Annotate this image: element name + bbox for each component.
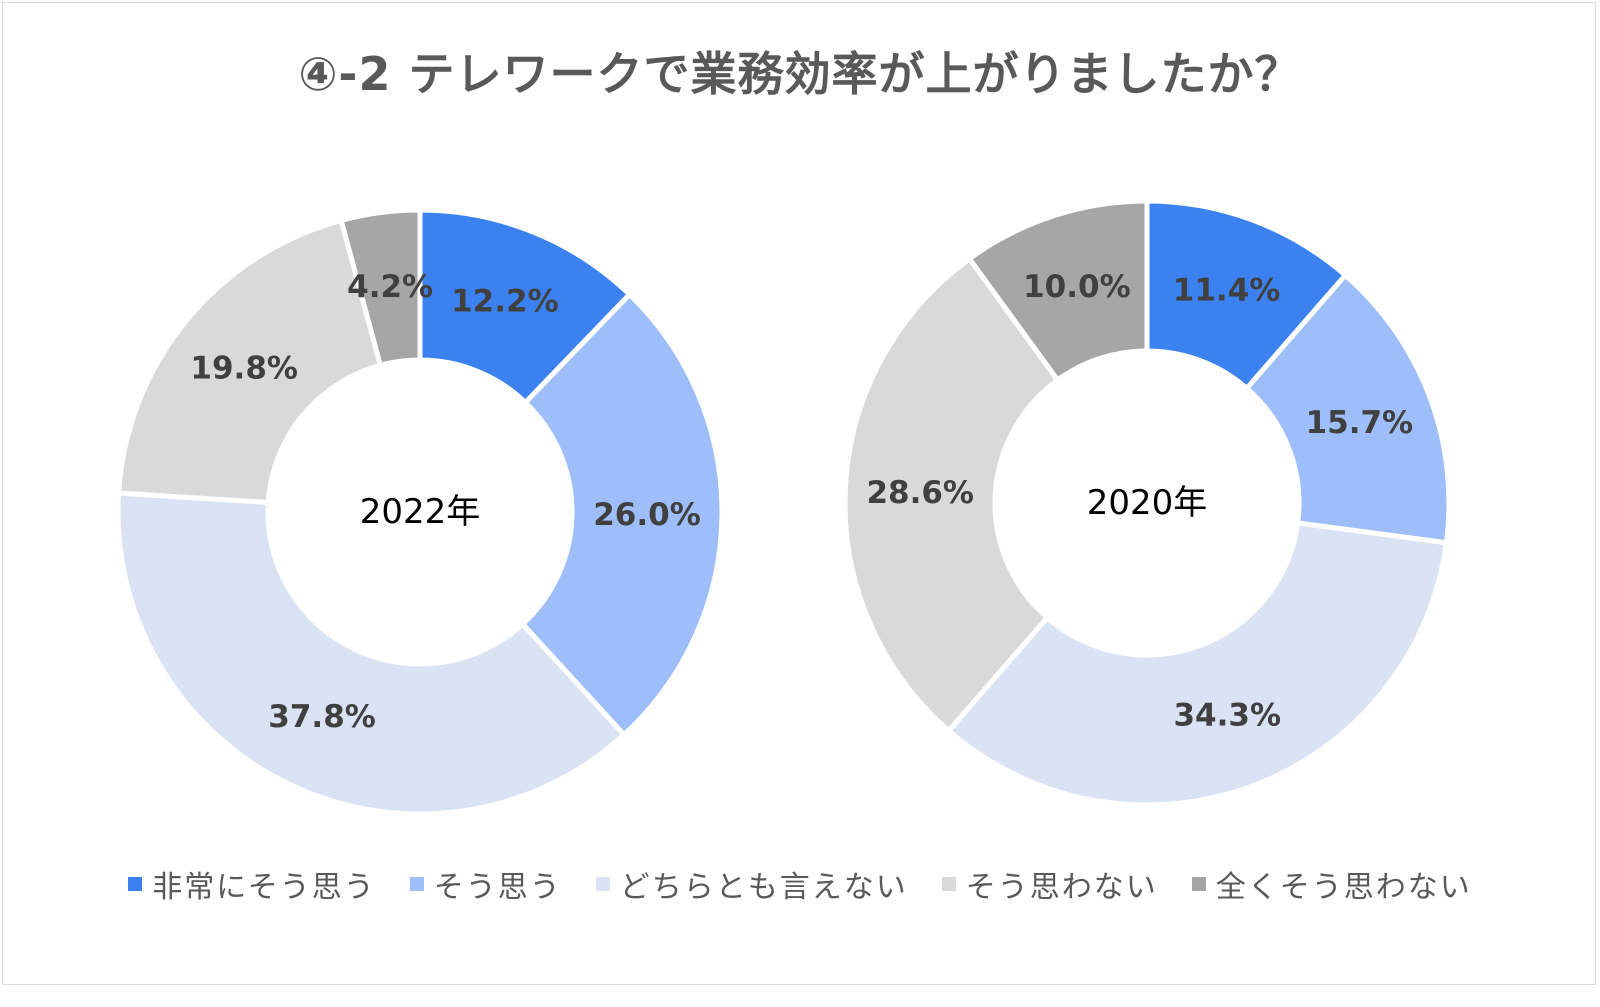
donut-chart-2020: 11.4% 15.7% 34.3% 28.6% 10.0% 2020年 [842,198,1452,808]
donut-slice-strongly-disagree [965,198,1150,384]
donut-slice-neutral [945,520,1450,808]
data-label-neutral: 34.3% [1173,697,1281,733]
donut-center-label: 2022年 [360,492,481,532]
data-label-very-agree: 12.2% [451,283,559,319]
chart-title: ④-2 テレワークで業務効率が上がりましたか？ [298,47,1302,101]
legend-swatch [595,877,610,891]
data-label-disagree: 28.6% [866,475,974,511]
donut-center-label: 2020年 [1087,483,1208,523]
donut-slice-strongly-disagree [338,207,423,369]
legend-label: 全くそう思わない [1215,870,1472,905]
legend-swatch [409,877,424,891]
donut-slice-neutral [115,490,628,817]
legend: 非常にそう思う そう思う どちらとも言えない そう思わない 全くそう思わない [0,862,1600,906]
data-label-agree: 15.7% [1306,405,1414,441]
data-label-neutral: 37.8% [268,699,376,735]
data-label-strongly-disagree: 10.0% [1023,269,1131,305]
donut-slice-agree [1243,271,1452,546]
legend-swatch [128,877,143,891]
legend-swatch [941,877,956,891]
legend-label: そう思わない [965,870,1158,905]
legend-swatch [1191,877,1206,891]
legend-label: どちらとも言えない [619,870,908,905]
legend-label: そう思う [433,870,562,905]
data-label-disagree: 19.8% [190,350,298,386]
legend-item-strongly-disagree: 全くそう思わない [1191,862,1472,906]
donut-slice-agree [519,290,725,739]
data-label-very-agree: 11.4% [1173,272,1281,308]
data-label-strongly-disagree: 4.2% [347,269,433,305]
legend-item-agree: そう思う [409,862,562,906]
data-label-agree: 26.0% [593,497,701,533]
donut-slice-disagree [115,217,384,506]
legend-item-very-agree: 非常にそう思う [128,862,375,906]
donut-chart-2022: 12.2% 26.0% 37.8% 19.8% 4.2% 2022年 [115,207,725,817]
legend-item-neutral: どちらとも言えない [595,862,908,906]
legend-label: 非常にそう思う [152,870,376,905]
donut-slice-disagree [842,255,1062,735]
legend-item-disagree: そう思わない [941,862,1158,906]
